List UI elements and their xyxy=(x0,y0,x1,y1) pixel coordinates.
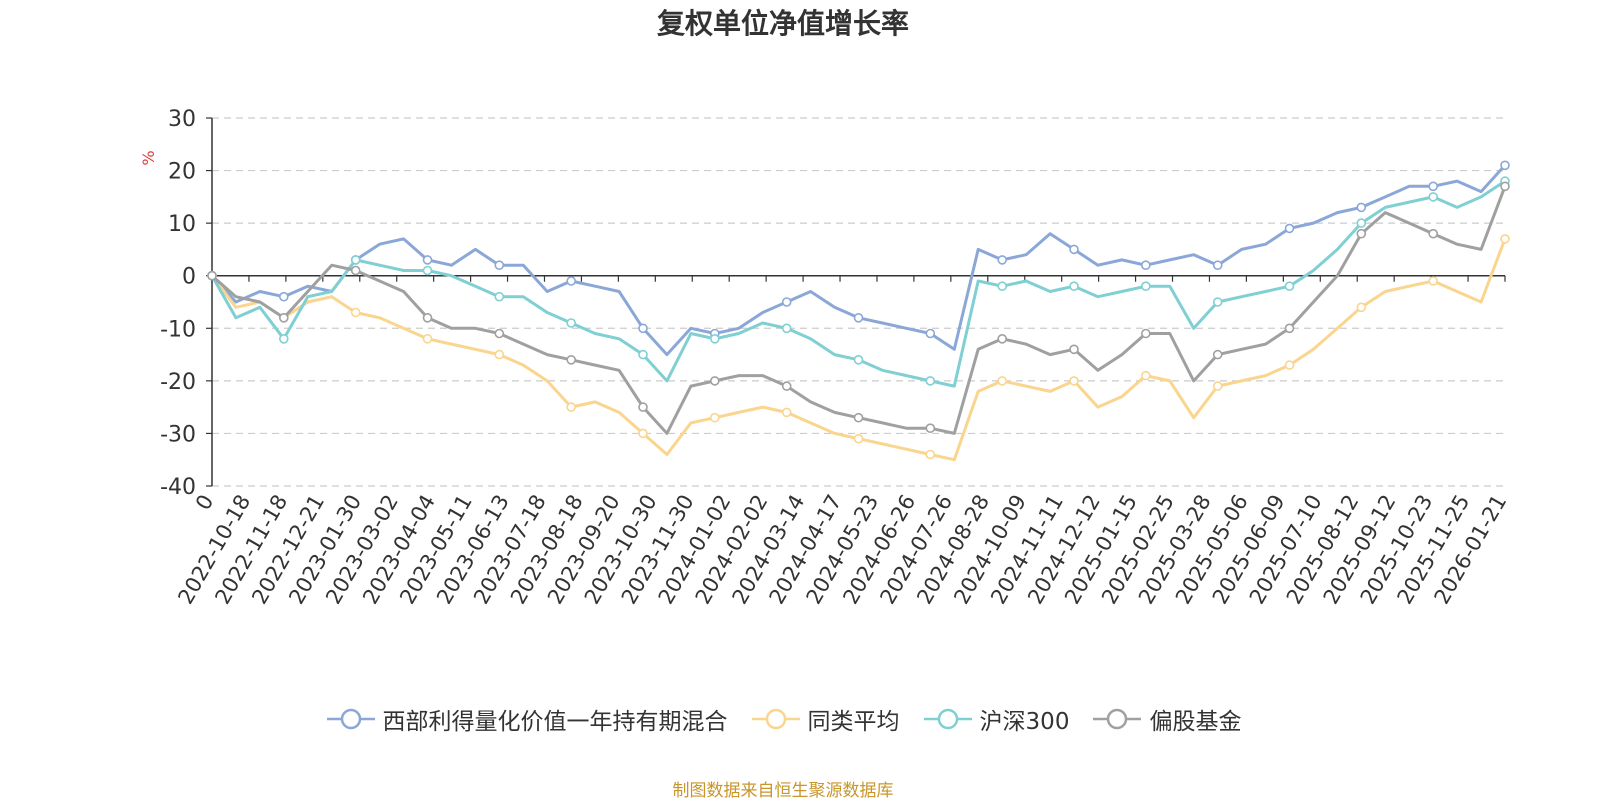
data-point xyxy=(1141,260,1151,271)
data-point xyxy=(566,276,577,286)
legend-label: 同类平均 xyxy=(807,709,900,735)
data-point xyxy=(781,381,792,391)
data-point xyxy=(997,333,1008,344)
data-point xyxy=(997,281,1008,292)
y-tick-label: 20 xyxy=(168,160,196,185)
data-point xyxy=(1356,202,1367,213)
legend-label: 西部利得量化价值一年持有期混合 xyxy=(382,709,728,735)
y-tick-label: 0 xyxy=(182,265,196,290)
data-point xyxy=(1500,234,1510,244)
data-point xyxy=(494,291,505,302)
y-tick-label: -20 xyxy=(160,370,196,395)
data-point xyxy=(278,291,289,302)
data-point xyxy=(494,328,505,339)
data-point xyxy=(1356,218,1367,228)
data-point xyxy=(781,407,792,418)
data-point xyxy=(1428,276,1438,286)
data-point xyxy=(1284,360,1295,370)
legend-label: 沪深300 xyxy=(979,709,1070,735)
source-note: 制图数据来自恒生聚源数据库 xyxy=(672,781,894,801)
data-point xyxy=(422,265,433,276)
legend-item[interactable]: 偏股基金 xyxy=(1091,702,1241,736)
data-point xyxy=(638,428,648,439)
data-point xyxy=(350,255,361,265)
y-tick-label: -40 xyxy=(160,475,196,500)
legend: 西部利得量化价值一年持有期混合 同类平均 沪深300 偏股基金 xyxy=(0,702,1566,736)
data-point xyxy=(638,402,648,412)
data-point xyxy=(1284,323,1295,334)
data-point xyxy=(566,318,577,328)
data-point xyxy=(566,402,577,412)
data-point xyxy=(350,307,361,318)
data-point xyxy=(1428,228,1438,239)
legend-marker-icon xyxy=(1093,708,1142,730)
data-point xyxy=(1212,349,1223,360)
data-point xyxy=(207,270,217,281)
data-point xyxy=(422,312,433,323)
legend-label: 偏股基金 xyxy=(1149,709,1242,735)
data-point xyxy=(709,412,720,423)
data-point xyxy=(278,312,289,323)
data-point xyxy=(350,265,361,276)
data-point xyxy=(1141,370,1151,381)
data-point xyxy=(638,349,648,360)
y-tick-label: 10 xyxy=(168,212,196,237)
x-tick-label: 0 xyxy=(191,491,218,515)
data-point xyxy=(1141,328,1151,339)
legend-marker-icon xyxy=(923,708,972,730)
legend-item[interactable]: 同类平均 xyxy=(750,702,900,736)
data-point xyxy=(1212,260,1223,271)
data-point xyxy=(1428,192,1438,202)
data-point xyxy=(1500,160,1510,171)
data-point xyxy=(1284,223,1295,234)
data-point xyxy=(1428,181,1438,192)
data-point xyxy=(1212,297,1223,307)
data-point xyxy=(1069,376,1079,386)
data-point xyxy=(422,255,433,265)
data-point xyxy=(1212,381,1223,391)
y-tick-label: -30 xyxy=(160,422,196,447)
legend-marker-icon xyxy=(326,708,375,730)
data-point xyxy=(1500,181,1510,192)
data-point xyxy=(494,260,505,271)
data-point xyxy=(1356,302,1367,313)
data-point xyxy=(566,354,577,365)
data-point xyxy=(278,333,289,344)
legend-item[interactable]: 西部利得量化价值一年持有期混合 xyxy=(325,702,728,736)
data-point xyxy=(925,423,936,434)
data-point xyxy=(1356,228,1367,239)
data-point xyxy=(997,376,1008,386)
chart-title: 复权单位净值增长率 xyxy=(656,7,909,40)
data-point xyxy=(422,333,433,344)
legend-item[interactable]: 沪深300 xyxy=(922,702,1070,736)
data-point xyxy=(1141,281,1151,292)
data-point xyxy=(638,323,648,334)
data-point xyxy=(494,349,505,360)
data-point xyxy=(709,333,720,344)
data-point xyxy=(1069,281,1079,292)
data-point xyxy=(925,449,936,460)
data-point xyxy=(925,328,936,339)
data-point xyxy=(853,312,864,323)
data-point xyxy=(1069,344,1079,355)
y-tick-label: -10 xyxy=(160,317,196,342)
data-point xyxy=(1069,244,1079,255)
data-point xyxy=(997,255,1008,265)
data-point xyxy=(925,376,936,386)
legend-marker-icon xyxy=(751,708,800,730)
data-point xyxy=(781,297,792,307)
data-point xyxy=(781,323,792,334)
y-tick-label: 30 xyxy=(168,107,196,132)
series-line-0 xyxy=(210,164,1507,357)
data-point xyxy=(853,433,864,444)
data-point xyxy=(853,354,864,365)
line-chart: 3020100-10-20-30-4002022-10-182022-11-18… xyxy=(139,107,1511,608)
data-point xyxy=(709,376,720,386)
data-point xyxy=(1284,281,1295,292)
y-axis-label: % xyxy=(139,150,158,165)
data-point xyxy=(853,412,864,423)
